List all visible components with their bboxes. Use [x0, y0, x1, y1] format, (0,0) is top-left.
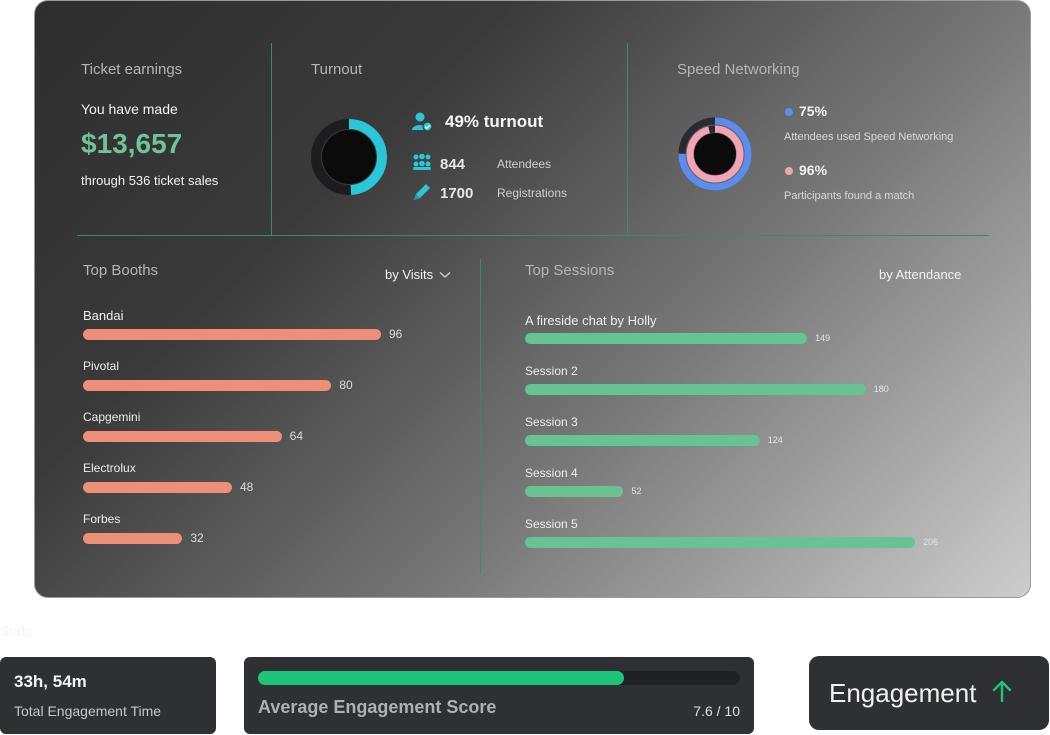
- session-label: Session 3: [525, 415, 578, 429]
- session-label: Session 2: [525, 364, 578, 378]
- booth-bar: [83, 329, 381, 340]
- engagement-score-card: Average Engagement Score 7.6 / 10: [244, 657, 754, 734]
- divider: [627, 43, 628, 235]
- booth-label: Pivotal: [83, 359, 120, 373]
- booths-sort-label: by Visits: [385, 267, 434, 282]
- top-sessions-title: Top Sessions: [525, 262, 615, 279]
- turnout-arc: [311, 119, 387, 195]
- attendees-label: Attendees: [497, 157, 552, 171]
- session-label: A fireside chat by Holly: [525, 313, 657, 328]
- ticket-earnings-title: Ticket earnings: [81, 61, 183, 78]
- speed-stat1-value: 75%: [799, 103, 828, 119]
- earnings-amount: $13,657: [81, 128, 183, 159]
- speed-hole: [694, 133, 736, 175]
- session-bar: [525, 435, 760, 446]
- booth-bar: [83, 533, 183, 544]
- session-value: 180: [873, 384, 889, 394]
- stats-caption: Stats: [0, 623, 32, 639]
- group-icon: [411, 153, 433, 175]
- sessions-sort-label[interactable]: by Attendance: [879, 267, 962, 282]
- arrow-up-icon: [992, 679, 1012, 708]
- session-bar: [525, 486, 624, 497]
- pink-legend-dot: [785, 167, 793, 175]
- booth-bar: [83, 380, 332, 391]
- booth-label: Bandai: [83, 308, 124, 323]
- top-booths-title: Top Booths: [83, 262, 159, 279]
- registrations-label: Registrations: [497, 186, 568, 200]
- session-value: 124: [767, 435, 783, 445]
- session-label: Session 4: [525, 466, 578, 480]
- divider: [480, 259, 481, 574]
- booth-label: Forbes: [83, 512, 121, 526]
- attendees-row: 844 Attendees: [411, 153, 551, 175]
- speed-stat2-label: Participants found a match: [784, 190, 915, 202]
- speed-inner-arc: [686, 125, 744, 183]
- speed-stat1-label: Attendees used Speed Networking: [784, 131, 954, 143]
- attendees-value: 844: [440, 155, 466, 173]
- booth-value: 32: [190, 531, 204, 545]
- engagement-button-label: Engagement: [829, 677, 977, 708]
- turnout-title: Turnout: [311, 61, 363, 78]
- session-bar: [525, 537, 915, 548]
- engagement-score-fill: [258, 671, 625, 685]
- engagement-time-card: 33h, 54m Total Engagement Time: [0, 657, 216, 734]
- speed-networking-title: Speed Networking: [677, 61, 800, 78]
- booth-label: Electrolux: [83, 461, 136, 475]
- registrations-row: 1700 Registrations: [411, 182, 567, 204]
- speed-stat2-value: 96%: [799, 162, 828, 178]
- analytics-panel: Ticket earnings You have made $13,657 th…: [34, 0, 1031, 598]
- booth-value: 96: [389, 327, 403, 341]
- turnout-headline-row: 49% turnout: [411, 111, 543, 133]
- engagement-time-label: Total Engagement Time: [14, 703, 162, 719]
- divider: [77, 235, 989, 236]
- booth-value: 64: [289, 429, 304, 443]
- booth-bar: [83, 482, 232, 493]
- chevron-down-icon: [439, 267, 451, 282]
- turnout-hole: [322, 130, 376, 184]
- pencil-icon: [411, 182, 433, 204]
- booth-value: 80: [339, 378, 353, 392]
- engagement-score-track: [258, 671, 740, 685]
- booth-value: 48: [240, 480, 254, 494]
- divider: [271, 43, 272, 235]
- engagement-time-value: 33h, 54m: [14, 672, 87, 691]
- booth-bar: [83, 431, 282, 442]
- engagement-score-label: Average Engagement Score: [258, 697, 497, 717]
- engagement-button[interactable]: Engagement: [809, 656, 1049, 730]
- session-label: Session 5: [525, 517, 578, 531]
- blue-legend-dot: [785, 108, 793, 116]
- speed-outer-arc: [678, 117, 752, 191]
- registrations-value: 1700: [440, 184, 474, 202]
- session-value: 149: [815, 333, 831, 343]
- user-check-icon: [411, 111, 433, 133]
- session-bar: [525, 384, 866, 395]
- turnout-donut-chart: [311, 119, 387, 195]
- booths-sort-dropdown[interactable]: by Visits: [385, 267, 451, 282]
- made-label: You have made: [81, 101, 178, 117]
- booth-label: Capgemini: [83, 410, 141, 424]
- session-value: 52: [631, 486, 642, 496]
- engagement-score-value: 7.6 / 10: [693, 703, 740, 719]
- session-value: 206: [923, 537, 939, 547]
- turnout-headline: 49% turnout: [445, 112, 544, 131]
- ticket-sales-text: through 536 ticket sales: [81, 173, 219, 188]
- session-bar: [525, 333, 808, 344]
- speed-networking-donut-chart: [678, 117, 752, 191]
